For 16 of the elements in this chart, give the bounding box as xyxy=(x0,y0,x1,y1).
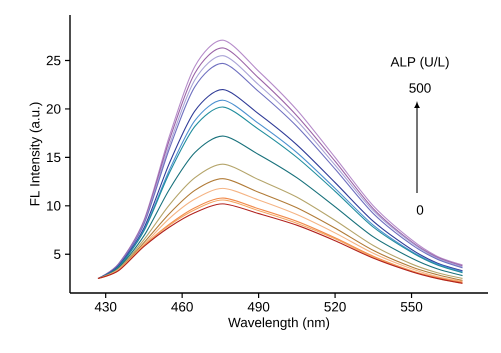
y-tick-label: 10 xyxy=(47,201,60,211)
y-tick-label: 25 xyxy=(46,56,60,66)
x-tick-label: 460 xyxy=(171,302,193,312)
annotation: 500 xyxy=(409,83,431,93)
x-axis-title: Wavelength (nm) xyxy=(228,317,330,330)
y-axis-title: FL Intensity (a.u.) xyxy=(30,102,42,206)
x-tick-label: 520 xyxy=(324,302,346,312)
y-tick-label: 15 xyxy=(47,152,60,162)
annotation: 0 xyxy=(416,205,424,215)
y-tick-label: 5 xyxy=(54,250,60,259)
x-tick-label: 550 xyxy=(400,302,422,312)
line-series xyxy=(97,136,464,280)
x-tick-label: 430 xyxy=(94,302,116,312)
annotation: ALP (U/L) xyxy=(390,56,449,70)
x-tick-label: 490 xyxy=(248,302,270,312)
y-tick-label: 20 xyxy=(46,104,60,114)
